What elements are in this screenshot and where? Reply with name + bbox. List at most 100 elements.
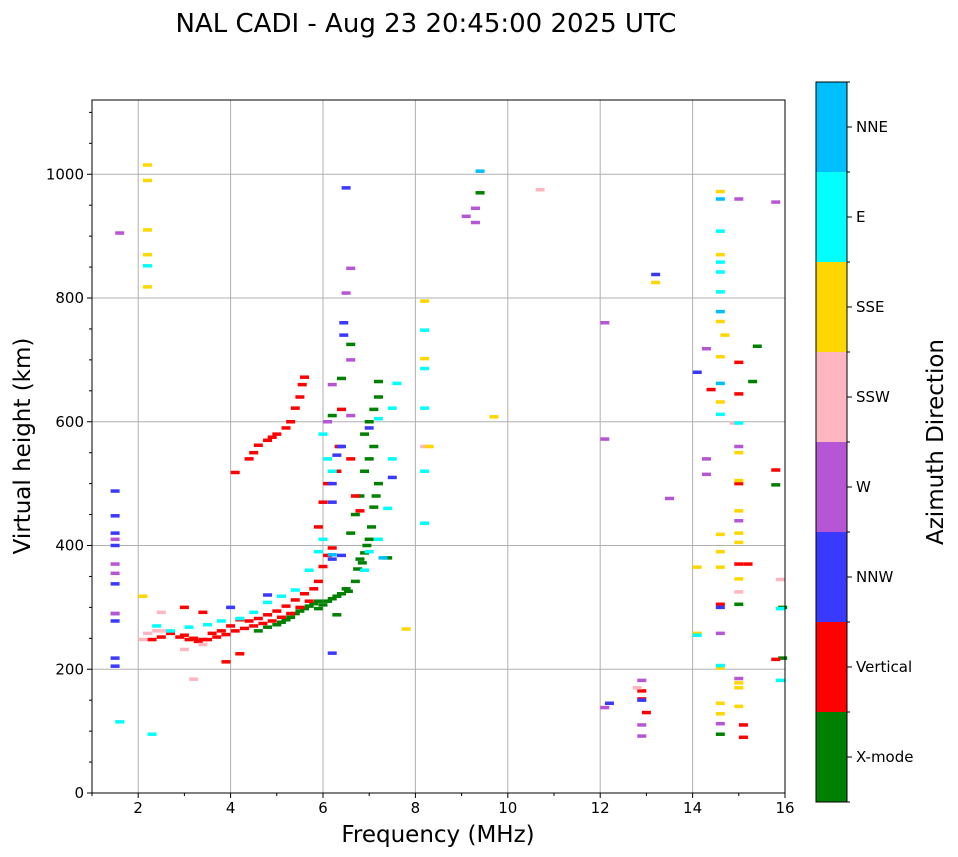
- series-nnw: [110, 186, 725, 706]
- data-point: [336, 444, 346, 449]
- data-point: [378, 556, 388, 560]
- data-point: [641, 710, 651, 715]
- data-point: [286, 611, 296, 616]
- x-tick-label: 10: [498, 799, 517, 817]
- data-point: [327, 651, 337, 655]
- data-point: [734, 421, 744, 425]
- data-point: [715, 252, 725, 257]
- data-point: [327, 413, 337, 418]
- data-point: [327, 557, 337, 561]
- series-e: [115, 229, 785, 736]
- colorbar-segment: [816, 172, 847, 262]
- data-point: [420, 444, 430, 449]
- data-point: [110, 611, 120, 616]
- data-point: [369, 505, 379, 509]
- data-point: [387, 457, 397, 461]
- data-point: [715, 290, 725, 294]
- data-point: [373, 481, 383, 486]
- data-point: [327, 481, 337, 486]
- data-point: [420, 328, 430, 332]
- data-point: [392, 381, 402, 386]
- data-point: [734, 197, 744, 201]
- data-point: [295, 605, 305, 610]
- data-point: [221, 632, 231, 637]
- data-point: [364, 537, 374, 542]
- data-point: [734, 562, 744, 566]
- data-point: [734, 577, 744, 581]
- data-point: [401, 627, 411, 631]
- data-point: [175, 635, 185, 639]
- data-point: [535, 187, 545, 192]
- data-point: [179, 633, 189, 637]
- data-point: [373, 379, 383, 384]
- data-point: [318, 432, 328, 436]
- data-point: [360, 469, 370, 473]
- data-point: [263, 600, 273, 605]
- data-point: [373, 395, 383, 399]
- data-points: [110, 163, 788, 740]
- x-tick-label: 6: [318, 799, 328, 817]
- data-point: [355, 494, 365, 498]
- colorbar-tick-label: SSW: [856, 388, 890, 406]
- data-point: [637, 698, 647, 702]
- data-point: [353, 567, 363, 571]
- data-point: [327, 500, 337, 504]
- data-point: [290, 406, 300, 410]
- data-point: [110, 656, 120, 660]
- data-point: [350, 494, 360, 498]
- data-point: [147, 637, 157, 642]
- data-point: [300, 606, 310, 611]
- data-point: [651, 280, 661, 285]
- data-point: [295, 395, 305, 399]
- data-point: [715, 701, 725, 706]
- data-point: [346, 413, 356, 418]
- data-point: [715, 565, 725, 569]
- series-nne: [327, 169, 725, 560]
- data-point: [339, 333, 349, 337]
- y-tick-label: 200: [55, 660, 84, 678]
- data-point: [198, 610, 208, 615]
- data-point: [281, 604, 291, 608]
- data-point: [362, 543, 372, 548]
- data-point: [369, 444, 379, 449]
- data-point: [387, 475, 397, 480]
- data-point: [632, 686, 642, 690]
- x-tick-label: 12: [591, 799, 610, 817]
- data-point: [309, 587, 319, 591]
- data-point: [461, 214, 471, 219]
- plot-background: [92, 100, 785, 793]
- data-point: [318, 564, 328, 569]
- series-x-mode: [253, 191, 788, 736]
- data-point: [216, 629, 226, 633]
- data-point: [346, 358, 356, 362]
- data-point: [281, 618, 291, 622]
- data-point: [184, 625, 194, 629]
- data-point: [734, 478, 744, 483]
- data-point: [336, 553, 346, 558]
- y-tick-label: 400: [55, 537, 84, 555]
- data-point: [253, 616, 263, 621]
- data-point: [346, 342, 356, 347]
- data-point: [350, 512, 360, 517]
- data-point: [313, 549, 323, 554]
- data-point: [189, 636, 199, 641]
- data-point: [771, 468, 781, 472]
- data-point: [369, 407, 379, 412]
- data-point: [156, 610, 166, 615]
- data-point: [420, 521, 430, 525]
- data-point: [272, 622, 282, 627]
- data-point: [715, 197, 725, 201]
- data-point: [327, 546, 337, 550]
- data-point: [715, 229, 725, 233]
- data-point: [475, 191, 485, 195]
- colorbar-label: Azimuth Direction: [923, 339, 949, 545]
- data-point: [665, 496, 674, 501]
- data-point: [715, 412, 725, 417]
- data-point: [346, 457, 356, 461]
- data-point: [604, 701, 614, 706]
- data-point: [734, 590, 744, 594]
- colorbar-segment: [816, 352, 847, 442]
- data-point: [715, 605, 725, 610]
- data-point: [734, 602, 744, 607]
- data-point: [244, 457, 254, 461]
